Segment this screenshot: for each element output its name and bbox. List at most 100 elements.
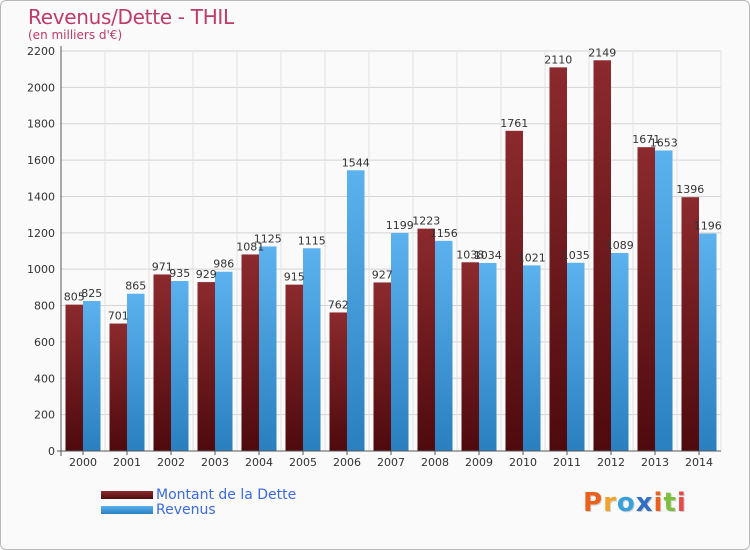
chart-subtitle: (en milliers d'€): [28, 28, 123, 42]
data-label-dette-2003: 929: [196, 268, 217, 281]
x-tick-label: 2011: [553, 456, 581, 469]
y-tick-label: 400: [34, 372, 55, 385]
logo-letter: i: [653, 488, 664, 518]
logo-letter: i: [676, 488, 687, 518]
axes: 0 200 400 600 800 1000 1200 1400 1600 1800 2000 220…: [27, 45, 721, 469]
data-label-revenus-2003: 986: [213, 258, 234, 271]
x-tick-label: 2006: [333, 456, 361, 469]
y-tick-label: 2000: [27, 81, 55, 94]
bar-revenus-2009: [479, 263, 497, 451]
data-label-dette-2007: 927: [372, 268, 393, 281]
data-label-dette-2010: 1761: [500, 117, 528, 130]
y-tick-label: 1400: [27, 190, 55, 203]
y-tick-label: 1800: [27, 118, 55, 131]
x-tick-label: 2004: [245, 456, 273, 469]
data-label-revenus-2012: 1089: [606, 239, 634, 252]
data-label-revenus-2007: 1199: [386, 219, 414, 232]
bars: [65, 60, 717, 452]
legend-label-dette: Montant de la Dette: [156, 487, 297, 503]
y-tick-label: 1200: [27, 227, 55, 240]
bar-dette-2012: [593, 60, 611, 451]
x-tick-label: 2009: [465, 456, 493, 469]
data-label-revenus-2011: 1035: [562, 249, 590, 262]
data-label-dette-2001: 701: [108, 310, 129, 323]
y-tick-label: 2200: [27, 45, 55, 58]
data-label-dette-2005: 915: [284, 271, 305, 284]
bar-revenus-2006: [347, 170, 365, 452]
x-tick-label: 2007: [377, 456, 405, 469]
bar-revenus-2013: [655, 150, 673, 452]
bar-revenus-2007: [391, 233, 409, 451]
x-tick-label: 2000: [69, 456, 97, 469]
y-tick-label: 0: [48, 445, 55, 458]
data-label-dette-2013: 1671: [632, 133, 660, 146]
x-tick-label: 2002: [157, 456, 185, 469]
bar-revenus-2000: [83, 301, 101, 451]
bar-revenus-2002: [171, 281, 189, 451]
x-tick-label: 2010: [509, 456, 537, 469]
data-label-revenus-2005: 1115: [298, 234, 326, 247]
data-label-dette-2008: 1223: [412, 215, 440, 228]
bar-revenus-2011: [567, 262, 585, 451]
logo-letter: P: [583, 488, 604, 518]
logo-letter: x: [635, 488, 654, 518]
logo-letter: t: [663, 488, 677, 518]
bar-dette-2010: [505, 130, 523, 451]
data-label-dette-2002: 971: [152, 260, 173, 273]
data-label-revenus-2002: 935: [169, 267, 190, 280]
data-label-dette-2009: 1038: [456, 248, 484, 261]
bar-dette-2003: [197, 282, 215, 451]
legend-label-revenus: Revenus: [156, 502, 216, 518]
logo-letter: r: [603, 488, 617, 518]
bar-dette-2014: [681, 197, 699, 451]
y-tick-label: 200: [34, 409, 55, 422]
bar-dette-2002: [153, 274, 171, 451]
bar-dette-2008: [417, 228, 435, 451]
x-tick-label: 2012: [597, 456, 625, 469]
bar-revenus-2005: [303, 248, 321, 451]
data-label-revenus-2000: 825: [81, 287, 102, 300]
x-tick-label: 2008: [421, 456, 449, 469]
data-label-revenus-2009: 1034: [474, 249, 502, 262]
bar-revenus-2014: [699, 233, 717, 451]
data-label-dette-2004: 1081: [236, 240, 264, 253]
data-label-revenus-2001: 865: [125, 280, 146, 293]
bar-dette-2006: [329, 312, 347, 451]
y-tick-label: 800: [34, 300, 55, 313]
x-tick-label: 2003: [201, 456, 229, 469]
bar-dette-2009: [461, 262, 479, 451]
data-label-revenus-2014: 1196: [694, 220, 722, 233]
bar-revenus-2010: [523, 265, 541, 451]
x-tick-label: 2005: [289, 456, 317, 469]
legend-swatch-dette: [101, 491, 153, 499]
data-label-revenus-2010: 1021: [518, 251, 546, 264]
logo-letter: o: [616, 488, 636, 518]
bar-dette-2001: [109, 323, 127, 451]
x-tick-label: 2001: [113, 456, 141, 469]
bar-dette-2011: [549, 67, 567, 451]
legend-swatch-revenus: [101, 506, 153, 514]
data-label-dette-2014: 1396: [676, 183, 704, 196]
x-tick-label: 2013: [641, 456, 669, 469]
bar-revenus-2008: [435, 240, 453, 451]
bar-dette-2007: [373, 282, 391, 451]
bar-dette-2004: [241, 254, 259, 451]
data-label-dette-2000: 805: [64, 291, 85, 304]
bar-revenus-2003: [215, 271, 233, 451]
bar-dette-2013: [637, 147, 655, 451]
data-label-dette-2011: 2110: [544, 53, 572, 66]
data-label-revenus-2013: 1653: [650, 136, 678, 149]
data-label-revenus-2004: 1125: [254, 232, 282, 245]
bar-revenus-2001: [127, 293, 145, 451]
bar-revenus-2012: [611, 253, 629, 451]
chart-title: Revenus/Dette - THIL: [28, 5, 234, 29]
bar-revenus-2004: [259, 246, 277, 451]
proxiti-logo: Proxiti: [583, 488, 687, 518]
y-tick-label: 600: [34, 336, 55, 349]
data-label-dette-2012: 2149: [588, 46, 616, 59]
data-label-revenus-2008: 1156: [430, 227, 458, 240]
data-label-revenus-2006: 1544: [342, 156, 370, 169]
